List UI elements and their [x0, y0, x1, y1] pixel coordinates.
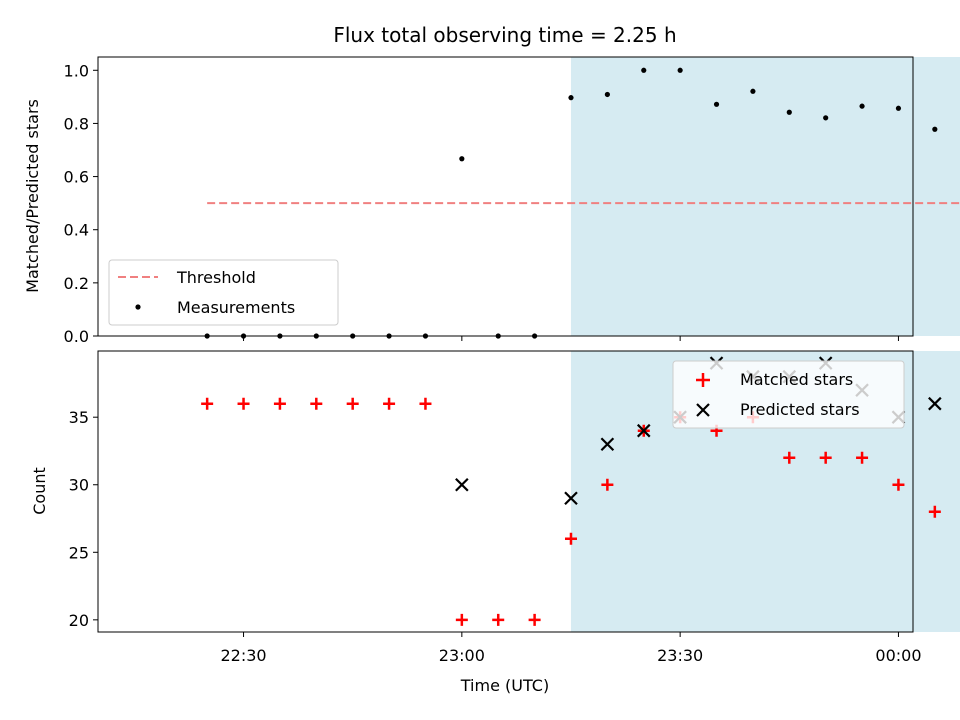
x-tick-label: 22:30: [220, 646, 266, 665]
bottom-y-ticks: 20 25 30 35: [69, 408, 98, 630]
top-ytick-label: 0.6: [64, 168, 89, 187]
matched-star-point: [819, 451, 832, 464]
matched-star-point: [492, 613, 505, 626]
top-ytick-label: 0.4: [64, 221, 89, 240]
legend-measurements-label: Measurements: [177, 298, 295, 317]
matched-star-point: [383, 397, 396, 410]
bottom-ytick-label: 35: [69, 408, 89, 427]
top-ytick-label: 0.8: [64, 114, 89, 133]
top-y-ticks: 0.0 0.2 0.4 0.6 0.8 1.0: [64, 61, 98, 346]
top-title: Flux total observing time = 2.25 h: [333, 23, 676, 47]
bottom-ytick-label: 30: [69, 476, 89, 495]
measurement-point: [713, 101, 720, 107]
top-ytick-label: 0.0: [64, 327, 89, 346]
bottom-ytick-label: 25: [69, 543, 89, 562]
bottom-legend: Matched stars Predicted stars: [672, 360, 905, 429]
matched-star-point: [346, 397, 359, 410]
matched-star-point: [310, 397, 323, 410]
top-ytick-label: 1.0: [64, 61, 89, 80]
x-tick-label: 00:00: [875, 646, 921, 665]
measurement-point: [568, 95, 574, 101]
bottom-axes-frame: [97, 350, 914, 633]
predicted-star-point: [928, 396, 942, 411]
measurement-point: [932, 126, 938, 132]
legend-matched-label: Matched stars: [740, 370, 853, 389]
matched-star-point: [892, 478, 905, 491]
matched-star-point: [856, 451, 869, 464]
top-legend: Threshold Measurements: [108, 259, 339, 326]
legend-threshold-label: Threshold: [176, 268, 256, 287]
measurement-point: [823, 115, 829, 121]
predicted-star-point: [636, 423, 651, 438]
top-x-ticks: [243, 336, 899, 341]
predicted-star-point: [564, 491, 578, 506]
measurement-points: [204, 67, 938, 339]
x-tick-label: 23:30: [657, 646, 703, 665]
matched-star-point: [783, 451, 796, 464]
legend-predicted-label: Predicted stars: [740, 400, 860, 419]
bottom-points: [201, 356, 942, 626]
legend-predicted-swatch: [696, 403, 710, 417]
measurement-point: [604, 91, 610, 98]
matched-star-point: [601, 478, 614, 491]
x-tick-label: 23:00: [439, 646, 485, 665]
predicted-star-point: [600, 437, 615, 451]
measurement-point: [459, 156, 465, 162]
top-ytick-label: 0.2: [64, 274, 89, 293]
top-panel: 0.0 0.2 0.4 0.6 0.8 1.0 Flux total observing …: [23, 23, 960, 346]
measurement-point: [786, 109, 792, 115]
predicted-star-point: [455, 477, 469, 492]
measurement-point: [750, 88, 756, 94]
top-shaded-span: [570, 57, 960, 336]
top-y-axis-label: Matched/Predicted stars: [23, 99, 42, 293]
bottom-y-axis-label: Count: [30, 467, 49, 515]
measurement-point: [677, 67, 683, 73]
matched-star-point: [273, 397, 286, 410]
legend-measurements-swatch: [135, 304, 141, 310]
bottom-legend-box: [672, 360, 905, 429]
matched-star-point: [928, 505, 941, 518]
measurement-point: [859, 103, 865, 109]
legend-matched-swatch: [696, 373, 710, 387]
matched-star-point: [201, 397, 214, 410]
measurement-point: [641, 67, 647, 73]
matched-star-point: [237, 397, 250, 410]
top-axes-frame: [97, 56, 914, 337]
x-axis-label: Time (UTC): [460, 676, 549, 695]
matched-star-point: [455, 613, 468, 626]
matched-star-point: [419, 397, 432, 410]
measurement-point: [895, 105, 902, 111]
bottom-ytick-label: 20: [69, 611, 89, 630]
top-legend-box: [108, 259, 339, 326]
matched-star-point: [564, 532, 577, 545]
matched-star-point: [528, 613, 541, 626]
